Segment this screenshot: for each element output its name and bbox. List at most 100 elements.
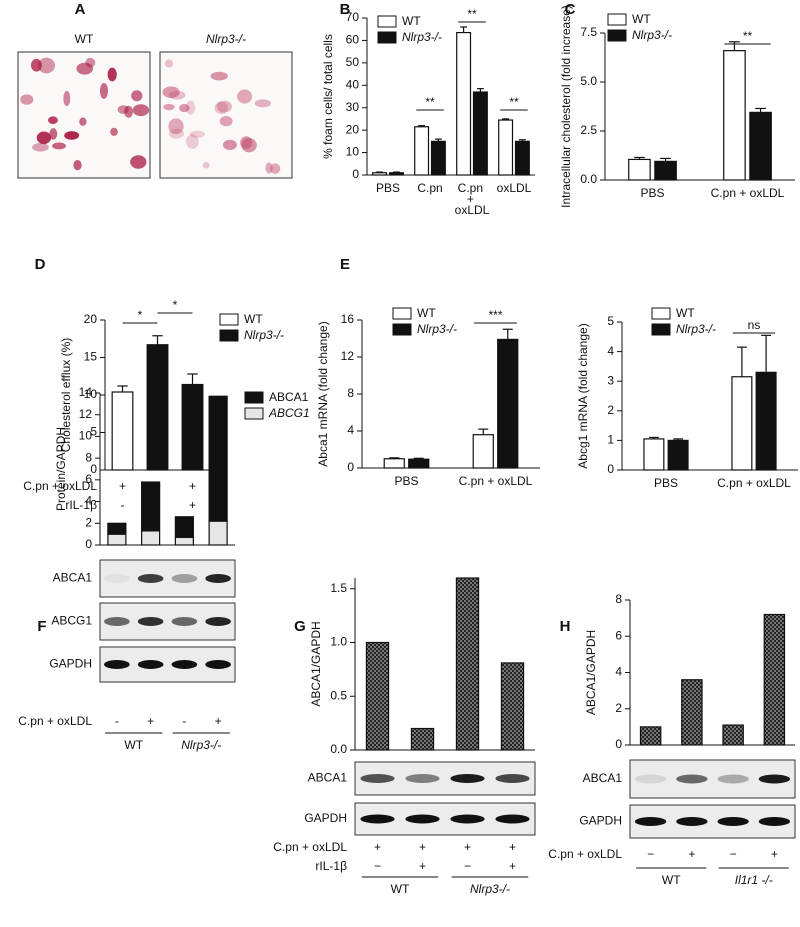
y-tick-label: 10 <box>346 145 360 159</box>
legend-swatch <box>377 31 397 44</box>
error-bar <box>418 125 426 127</box>
cell <box>47 116 58 124</box>
cell <box>202 162 210 169</box>
cell <box>49 128 58 140</box>
error-bar <box>729 41 740 51</box>
legend-swatch <box>244 407 264 420</box>
y-tick-label: 20 <box>346 122 360 136</box>
error-bar <box>673 438 684 441</box>
cell <box>117 105 129 114</box>
condition-sign: + <box>419 859 426 873</box>
bar <box>107 533 127 546</box>
error-bar <box>187 373 198 385</box>
condition-sign: − <box>464 859 471 873</box>
error-bar <box>761 334 772 373</box>
group-label: Nlrp3-/- <box>470 882 510 896</box>
cell <box>36 131 52 145</box>
error-bar <box>413 457 424 460</box>
bar <box>497 338 519 469</box>
condition-sign: + <box>215 714 222 728</box>
y-tick-label: 4 <box>347 423 354 437</box>
bar <box>174 536 194 546</box>
group-label: WT <box>391 882 410 896</box>
bar <box>514 140 530 176</box>
cell <box>265 162 273 174</box>
error-bar <box>117 385 128 392</box>
cell <box>168 90 186 100</box>
blot-band <box>171 574 198 583</box>
bar <box>430 140 446 176</box>
y-tick-label: 2 <box>85 515 92 529</box>
y-tick-label: 0 <box>607 462 614 476</box>
y-tick-label: 10 <box>79 429 93 443</box>
cell <box>222 139 237 151</box>
significance: *** <box>488 308 502 322</box>
blot-band <box>360 814 395 824</box>
y-tick-label: 8 <box>347 386 354 400</box>
x-tick-label: C.pn <box>417 181 442 195</box>
condition-label: C.pn + oxLDL <box>23 479 97 493</box>
legend-label: WT <box>244 312 263 326</box>
y-tick-label: 14 <box>79 385 93 399</box>
legend-swatch <box>607 29 627 42</box>
x-tick-label: C.pn + oxLDL <box>711 186 785 200</box>
blot-band <box>405 774 440 783</box>
blot-label: GAPDH <box>49 657 92 671</box>
condition-sign: + <box>509 859 516 873</box>
condition-sign: + <box>189 498 196 512</box>
condition-sign: + <box>419 840 426 854</box>
cell <box>162 86 180 98</box>
y-tick-label: 6 <box>85 472 92 486</box>
blot-label: GAPDH <box>579 814 622 828</box>
cell <box>216 100 232 113</box>
bar <box>681 679 703 746</box>
blot-label: ABCA1 <box>308 771 348 785</box>
legend-swatch <box>244 391 264 404</box>
y-axis-label: ABCA1/GAPDH <box>309 621 323 706</box>
cell <box>63 90 71 107</box>
panel-letter: A <box>75 1 86 18</box>
bar <box>456 31 472 176</box>
cell <box>52 142 66 150</box>
x-tick-label: PBS <box>376 181 400 195</box>
y-tick-label: 70 <box>346 10 360 24</box>
y-tick-label: 2 <box>607 403 614 417</box>
cell <box>79 117 87 126</box>
legend-label: WT <box>402 14 421 28</box>
x-tick-label: C.pn + oxLDL <box>455 181 490 217</box>
bar <box>500 662 525 751</box>
legend-label: ABCA1 <box>269 390 309 404</box>
y-tick-label: 0.0 <box>330 742 347 756</box>
legend-label: Nlrp3-/- <box>417 322 457 336</box>
group-label: Nlrp3-/- <box>181 738 221 752</box>
error-bar <box>736 346 747 377</box>
bar <box>208 395 228 522</box>
bar <box>208 520 228 546</box>
legend-label: Nlrp3-/- <box>402 30 442 44</box>
blot-band <box>137 660 164 669</box>
condition-sign: + <box>189 479 196 493</box>
significance: * <box>138 308 143 322</box>
legend-label: Nlrp3-/- <box>632 28 672 42</box>
bar <box>181 383 204 471</box>
cell <box>210 71 228 81</box>
cell <box>254 99 272 108</box>
y-tick-label: 15 <box>84 350 98 364</box>
y-tick-label: 12 <box>341 349 355 363</box>
error-bar <box>660 157 671 162</box>
condition-sign: − <box>647 847 654 861</box>
error-bar <box>478 428 489 435</box>
legend-swatch <box>219 329 239 342</box>
cell <box>237 89 253 104</box>
y-axis-label: Intracellular cholesterol (fold increase… <box>559 5 573 208</box>
image-title: WT <box>75 32 94 46</box>
y-axis-label: Abcg1 mRNA (fold change) <box>576 323 590 468</box>
condition-sign: - <box>182 714 186 728</box>
legend-label: WT <box>417 306 436 320</box>
panel-letter: G <box>294 618 306 635</box>
legend-swatch <box>377 15 397 28</box>
cell <box>30 58 42 72</box>
legend-swatch <box>607 13 627 26</box>
condition-label: rIL-1β <box>315 859 347 873</box>
condition-sign: + <box>771 847 778 861</box>
